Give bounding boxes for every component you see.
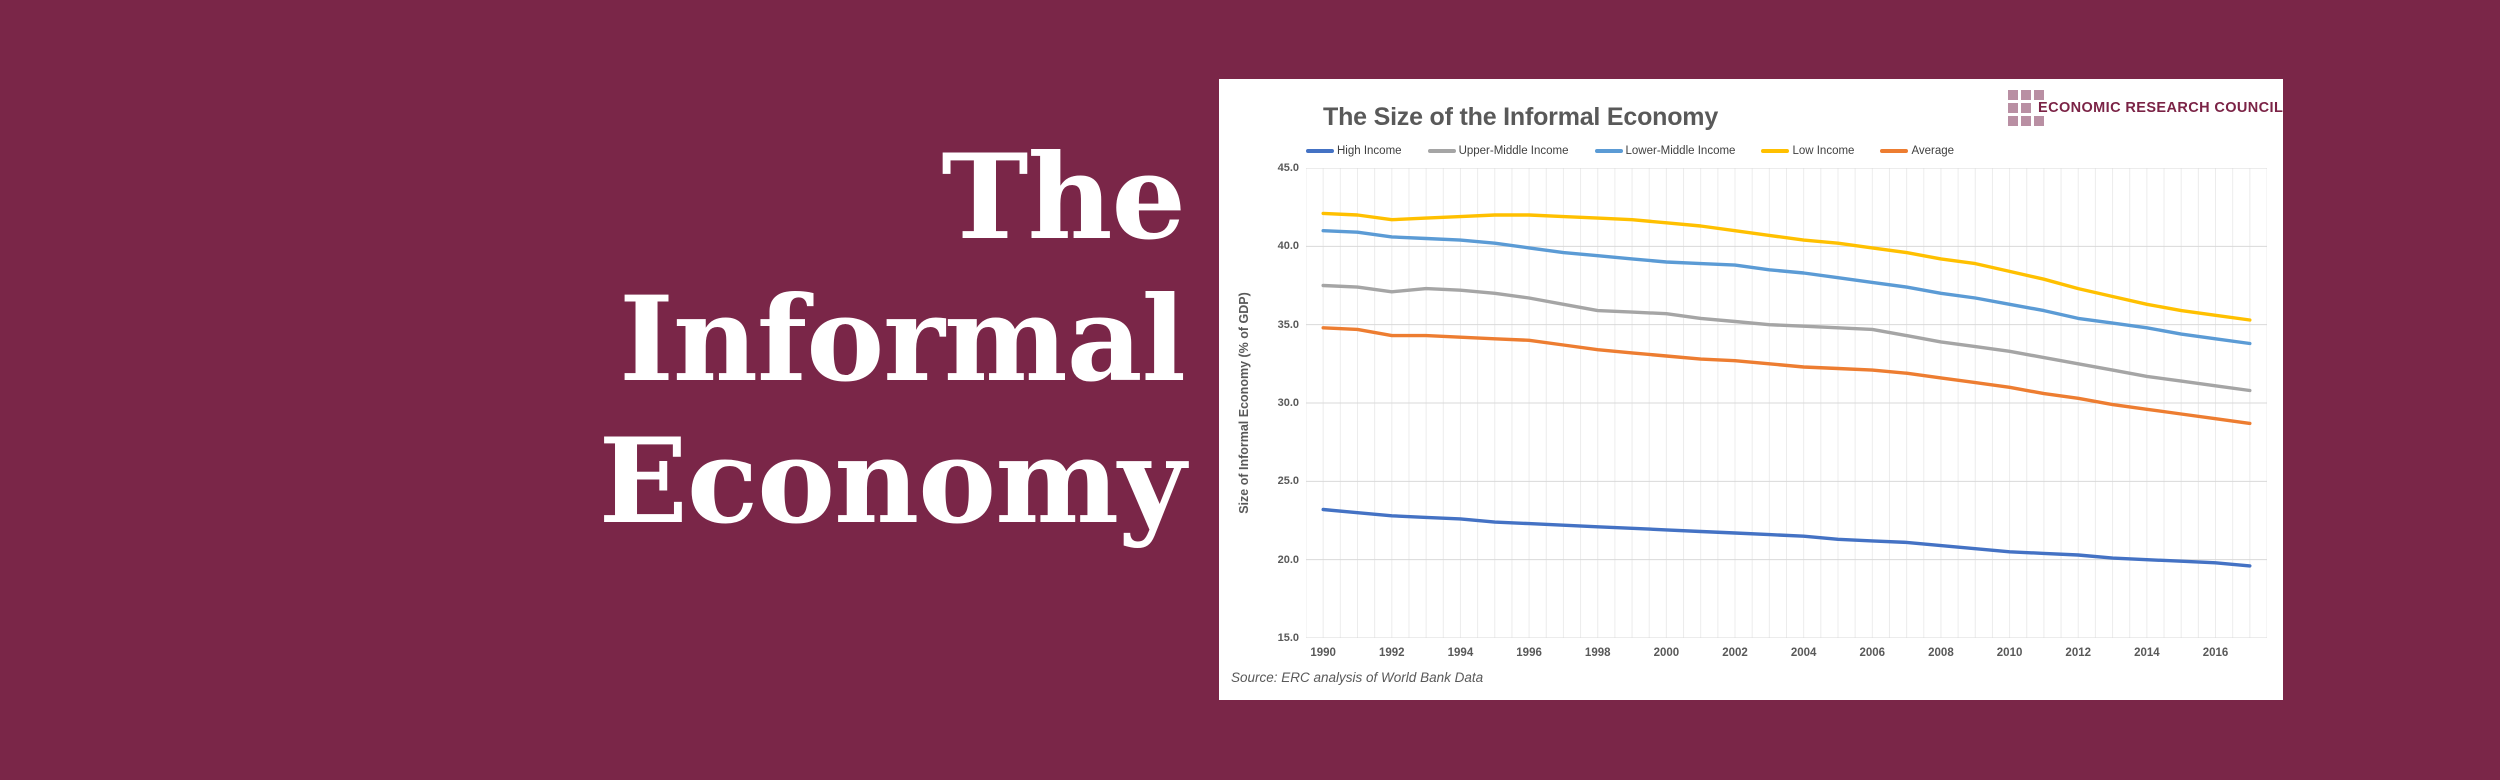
- legend-label: Upper-Middle Income: [1458, 145, 1569, 157]
- x-tick-label: 2014: [2134, 647, 2160, 659]
- x-tick-label: 2012: [2065, 647, 2092, 659]
- y-tick-label: 40.0: [1277, 240, 1299, 253]
- logo-square-icon: [2008, 103, 2018, 113]
- y-tick-label: 45.0: [1277, 162, 1299, 174]
- series-line-high-income: [1321, 507, 2252, 568]
- chart-legend: High Income Upper-Middle Income Lower-Midd…: [1306, 145, 1954, 157]
- hero-title-line-1: The: [941, 128, 1186, 266]
- logo-square-icon: [2034, 90, 2044, 100]
- x-tick-label: 1994: [1447, 647, 1474, 659]
- series-line-lower-middle-income: [1321, 229, 2252, 346]
- logo-square-icon: [2021, 90, 2031, 100]
- hero-title-line-3: Economy: [598, 412, 1186, 550]
- legend-line-swatch: [1306, 149, 1334, 153]
- hero-title-line-2: Informal: [619, 270, 1186, 408]
- legend-item: Low Income: [1761, 145, 1854, 157]
- x-tick-label: 2006: [1859, 647, 1886, 659]
- y-tick-label: 30.0: [1277, 397, 1299, 409]
- legend-label: Low Income: [1792, 145, 1855, 157]
- legend-line-swatch: [1594, 149, 1623, 153]
- y-tick-label: 20.0: [1277, 553, 1299, 566]
- legend-label: High Income: [1337, 145, 1402, 157]
- logo-square-icon: [2008, 116, 2018, 126]
- series-line-upper-middle-income: [1321, 283, 2252, 393]
- x-tick-label: 1998: [1584, 647, 1611, 659]
- x-tick-label: 1996: [1516, 647, 1542, 659]
- legend-item: High Income: [1306, 145, 1402, 157]
- hero-title: The Informal Economy: [0, 126, 1186, 552]
- legend-label: Lower-Middle Income: [1625, 145, 1736, 157]
- legend-item: Lower-Middle Income: [1594, 145, 1736, 157]
- logo-square-icon: [2021, 103, 2031, 113]
- erc-logo: ECONOMIC RESEARCH COUNCIL: [2008, 90, 2283, 129]
- legend-line-swatch: [1761, 149, 1790, 153]
- erc-logo-row: ECONOMIC RESEARCH COUNCIL: [2008, 100, 2284, 116]
- legend-item: Upper-Middle Income: [1427, 145, 1569, 157]
- logo-square-icon: [2021, 116, 2031, 126]
- logo-square-icon: [2008, 90, 2018, 100]
- x-tick-label: 2016: [2202, 647, 2229, 659]
- x-tick-label: 2004: [1790, 647, 1817, 659]
- erc-logo-row: [2008, 90, 2283, 100]
- x-tick-label: 2008: [1928, 647, 1954, 659]
- legend-line-swatch: [1880, 149, 1909, 153]
- erc-logo-text: ECONOMIC RESEARCH COUNCIL: [2038, 100, 2284, 116]
- chart-card: The Size of the Informal Economy ECONOMI…: [1219, 79, 2283, 700]
- erc-logo-row: [2008, 116, 2283, 126]
- chart-title: The Size of the Informal Economy: [1323, 103, 1719, 131]
- y-tick-label: 15.0: [1277, 632, 1299, 644]
- series-line-low-income: [1321, 211, 2252, 322]
- x-tick-label: 2010: [1996, 647, 2023, 659]
- x-tick-label: 2000: [1653, 647, 1680, 659]
- legend-line-swatch: [1427, 149, 1456, 153]
- x-tick-label: 2002: [1722, 647, 1748, 659]
- x-tick-label: 1990: [1310, 647, 1336, 659]
- source-note: Source: ERC analysis of World Bank Data: [1231, 670, 1484, 685]
- series-line-average: [1321, 326, 2252, 426]
- y-tick-label: 35.0: [1277, 318, 1299, 331]
- legend-label: Average: [1911, 145, 1955, 157]
- y-tick-label: 25.0: [1277, 475, 1299, 488]
- plot-area: [1306, 168, 2267, 638]
- legend-item: Average: [1880, 145, 1954, 157]
- logo-square-icon: [2034, 116, 2044, 126]
- x-tick-label: 1992: [1379, 647, 1405, 659]
